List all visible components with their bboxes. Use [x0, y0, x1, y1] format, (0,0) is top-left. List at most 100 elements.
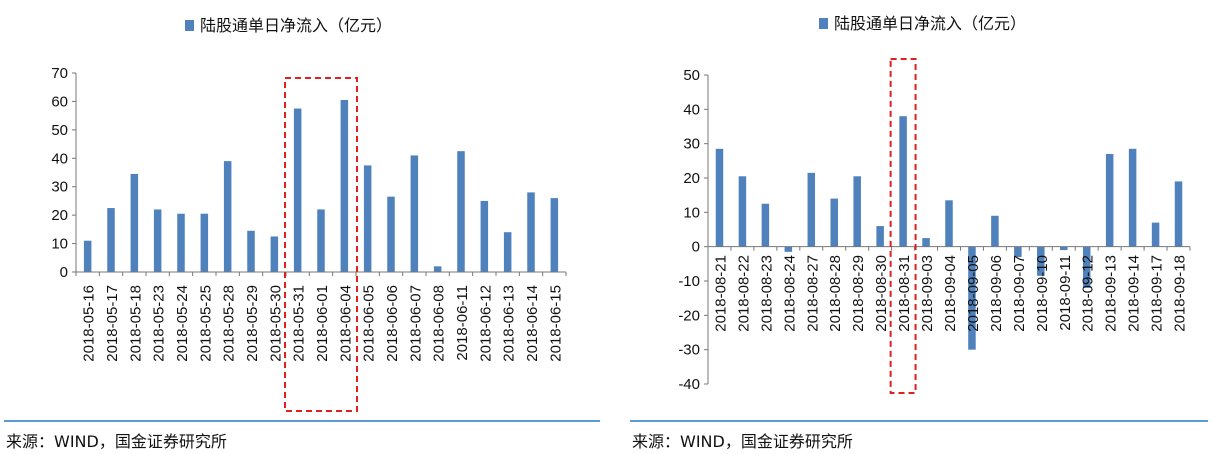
x-tick-label: 2018-08-27 — [804, 255, 821, 332]
x-tick-label: 2018-06-08 — [431, 285, 448, 362]
bar — [1105, 153, 1114, 247]
x-tick-label: 2018-06-12 — [477, 285, 494, 362]
bar — [761, 203, 770, 247]
x-tick-label: 2018-09-07 — [1011, 255, 1028, 332]
bar — [991, 215, 999, 247]
y-tick-label: 60 — [51, 93, 68, 110]
y-tick-label: 0 — [60, 264, 68, 281]
bar — [457, 151, 465, 272]
y-tick-label: -10 — [678, 273, 700, 290]
x-tick-label: 2018-09-10 — [1034, 255, 1051, 332]
y-tick-label: -20 — [678, 307, 700, 324]
bar — [784, 246, 793, 252]
bar — [270, 236, 279, 272]
x-tick-label: 2018-06-11 — [454, 285, 471, 361]
y-tick-label: -30 — [678, 342, 700, 359]
y-tick-label: -40 — [678, 376, 700, 393]
bar — [387, 196, 395, 272]
bar — [1014, 246, 1022, 257]
bar — [480, 200, 489, 272]
x-tick-label: 2018-05-18 — [127, 285, 144, 362]
y-tick-label: 40 — [51, 150, 68, 167]
x-tick-label: 2018-09-03 — [919, 255, 936, 332]
bar — [433, 266, 442, 272]
x-tick-label: 2018-08-23 — [758, 255, 775, 332]
bar — [1151, 222, 1160, 247]
x-tick-label: 2018-05-16 — [81, 285, 98, 362]
bar — [317, 209, 325, 272]
y-tick-label: 30 — [51, 179, 68, 196]
bar — [177, 213, 185, 272]
legend-swatch — [185, 20, 194, 31]
bar — [550, 198, 559, 272]
bar — [410, 155, 419, 272]
bar — [968, 246, 976, 350]
x-tick-label: 2018-05-30 — [267, 285, 284, 362]
x-tick-label: 2018-09-18 — [1172, 255, 1189, 332]
y-tick-label: 10 — [51, 236, 68, 253]
y-tick-label: 30 — [683, 136, 700, 153]
y-tick-label: 50 — [51, 122, 68, 139]
bar — [107, 208, 115, 272]
x-tick-label: 2018-09-13 — [1103, 255, 1120, 332]
x-tick-label: 2018-09-14 — [1126, 255, 1143, 332]
highlight-box — [889, 58, 917, 394]
bar — [200, 213, 209, 272]
y-tick-label: 50 — [683, 67, 700, 84]
bar — [922, 238, 930, 247]
x-tick-label: 2018-08-28 — [827, 255, 844, 332]
x-tick-label: 2018-05-31 — [291, 285, 308, 362]
y-tick-label: 20 — [683, 170, 700, 187]
x-tick-label: 2018-05-23 — [151, 285, 168, 362]
bar — [715, 148, 724, 247]
highlight-box — [284, 77, 358, 412]
bar — [1037, 246, 1045, 276]
x-tick-label: 2018-06-06 — [384, 285, 401, 362]
bar — [130, 173, 139, 272]
x-tick-label: 2018-05-29 — [244, 285, 261, 362]
bar — [83, 240, 92, 272]
source-note: 来源：WIND，国金证券研究所 — [632, 432, 853, 451]
x-tick-label: 2018-08-24 — [781, 255, 798, 332]
x-tick-label: 2018-06-05 — [361, 285, 378, 362]
bar — [293, 108, 302, 273]
x-tick-label: 2018-05-17 — [104, 285, 121, 362]
x-tick-label: 2018-05-25 — [197, 285, 214, 362]
bar — [223, 161, 232, 272]
source-divider — [4, 420, 600, 422]
bar — [830, 198, 838, 247]
y-tick-label: 70 — [51, 65, 68, 82]
source-divider — [630, 420, 1208, 422]
chart-right: 陆股通单日净流入（亿元） -40 -30 -20 -10 0 10 20 30 40 50 2018-… — [678, 15, 1191, 394]
x-tick-label: 2018-09-06 — [988, 255, 1005, 332]
bar — [503, 232, 512, 272]
legend-swatch — [819, 18, 828, 29]
x-tick-label: 2018-08-29 — [850, 255, 867, 332]
source-note: 来源：WIND，国金证券研究所 — [6, 432, 227, 451]
bar — [363, 165, 372, 272]
legend-label: 陆股通单日净流入（亿元） — [200, 17, 392, 35]
chart-panel-left: 陆股通单日净流入（亿元） 0 10 20 30 40 50 60 70 2018-05-16 201… — [4, 17, 600, 451]
bar — [247, 230, 255, 272]
y-tick-label: 0 — [692, 239, 700, 256]
bar — [1060, 246, 1068, 251]
x-tick-label: 2018-06-07 — [407, 285, 424, 362]
x-tick-label: 2018-08-22 — [735, 255, 752, 332]
bar — [153, 209, 162, 272]
bar — [340, 100, 349, 272]
y-tick-label: 20 — [51, 207, 68, 224]
x-tick-label: 2018-09-12 — [1080, 255, 1097, 332]
y-tick-label: 40 — [683, 101, 700, 118]
x-tick-label: 2018-06-13 — [501, 285, 518, 362]
x-tick-label: 2018-06-04 — [337, 285, 354, 362]
bar — [1082, 246, 1091, 288]
bar — [945, 200, 953, 247]
chart-panel-right: 陆股通单日净流入（亿元） -40 -30 -20 -10 0 10 20 30 40 50 2018-… — [606, 0, 1212, 454]
bar — [1174, 181, 1183, 247]
bar — [853, 176, 861, 247]
x-tick-label: 2018-05-28 — [221, 285, 238, 362]
x-tick-label: 2018-09-04 — [942, 255, 959, 332]
bar — [738, 176, 747, 247]
x-tick-label: 2018-09-05 — [965, 255, 982, 332]
x-tick-label: 2018-05-24 — [174, 285, 191, 362]
